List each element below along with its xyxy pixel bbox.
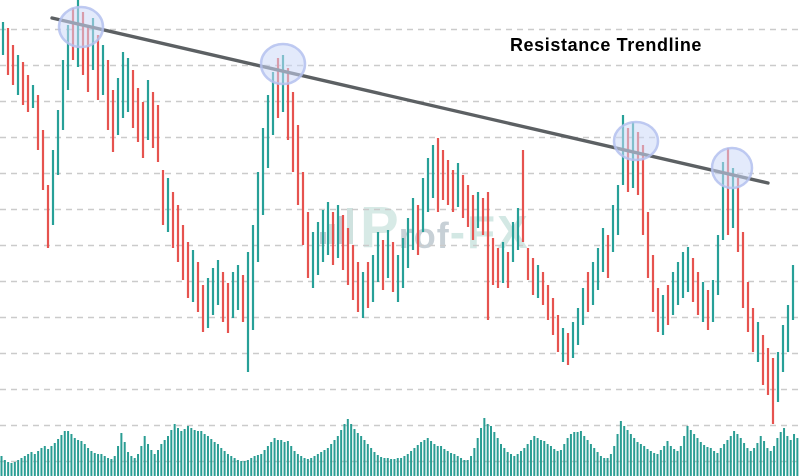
gridlines-group — [0, 28, 799, 463]
trendline-touch-circle — [57, 5, 105, 49]
touch-circles-group — [57, 5, 754, 190]
trendline-touch-circle — [259, 42, 307, 86]
volume-bars-group — [0, 418, 799, 476]
chart-title: Resistance Trendline — [509, 35, 703, 55]
trendline-touch-circle — [710, 146, 754, 190]
trendline-touch-circle — [612, 120, 660, 162]
price-bars-group — [1, 0, 795, 424]
